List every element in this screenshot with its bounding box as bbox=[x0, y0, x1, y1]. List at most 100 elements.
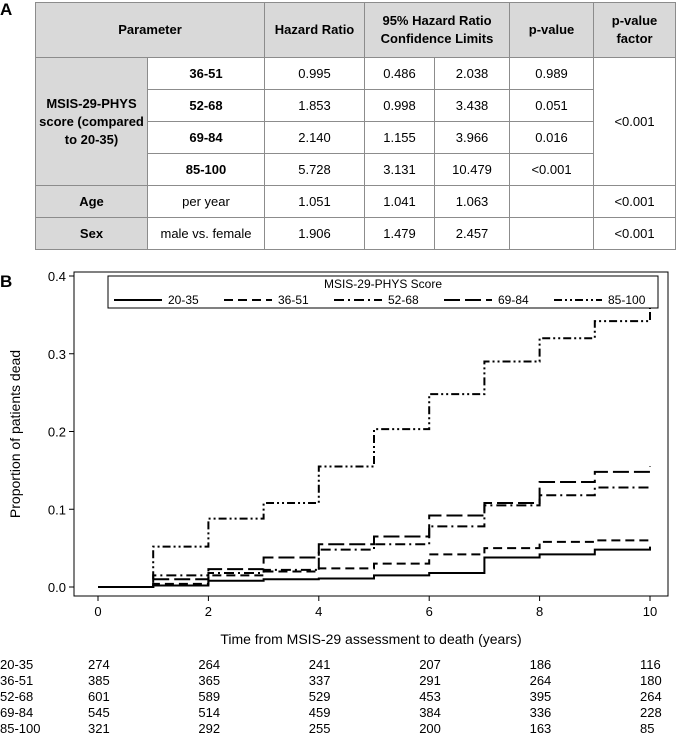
group-label: 52-68 bbox=[146, 89, 266, 122]
panel-b-label: B bbox=[0, 272, 13, 291]
ci-upper-value: 1.063 bbox=[434, 185, 511, 218]
risk-value: 545 bbox=[88, 705, 110, 720]
header-p-value-factor: p-value factor bbox=[593, 2, 677, 58]
risk-value: 291 bbox=[419, 673, 441, 688]
risk-value: 264 bbox=[640, 689, 662, 704]
x-tick-label: 6 bbox=[426, 604, 433, 619]
ci-upper-value: 2.038 bbox=[434, 57, 511, 90]
legend-entry-20-35: 20-35 bbox=[168, 293, 199, 307]
ci-upper-value: 10.479 bbox=[434, 153, 511, 186]
risk-group-label: 36-51 bbox=[0, 673, 34, 688]
risk-value: 385 bbox=[88, 673, 110, 688]
header-confidence-limits: 95% Hazard Ratio Confidence Limits bbox=[364, 2, 511, 58]
x-tick-label: 0 bbox=[94, 604, 101, 619]
age-unit: per year bbox=[146, 185, 266, 218]
ci-upper-value: 3.966 bbox=[434, 121, 511, 154]
risk-group-label: 52-68 bbox=[0, 689, 34, 704]
risk-value: 336 bbox=[529, 705, 552, 720]
risk-value: 514 bbox=[198, 705, 221, 720]
risk-group-label: 20-35 bbox=[0, 657, 34, 672]
y-tick-label: 0.1 bbox=[48, 502, 66, 517]
series-line-52-68 bbox=[98, 485, 651, 588]
risk-value: 264 bbox=[529, 673, 552, 688]
panel-a-label: A bbox=[0, 0, 13, 19]
risk-value: 200 bbox=[419, 721, 441, 736]
risk-value: 292 bbox=[198, 721, 221, 736]
x-tick-label: 4 bbox=[315, 604, 322, 619]
ci-upper-value: 2.457 bbox=[434, 217, 511, 250]
msis-factor-p-value: <0.001 bbox=[593, 57, 677, 186]
risk-value: 529 bbox=[308, 689, 331, 704]
number-at-risk-table: 20-35 274 264 241 207 186 116 36-51 385 365 337 291… bbox=[0, 652, 678, 738]
series-line-36-51 bbox=[98, 538, 651, 588]
risk-value: 241 bbox=[308, 657, 331, 672]
legend-box bbox=[107, 275, 659, 309]
factor-p-value: <0.001 bbox=[593, 217, 677, 250]
table-row: Age per year 1.051 1.041 1.063 <0.001 bbox=[35, 185, 677, 218]
p-value: 0.051 bbox=[509, 89, 595, 122]
y-tick-label: 0.3 bbox=[48, 347, 66, 362]
legend-entry-36-51: 36-51 bbox=[278, 293, 309, 307]
hazard-ratio-value: 1.906 bbox=[264, 217, 366, 250]
risk-value: 180 bbox=[640, 673, 662, 688]
sex-label: Sex bbox=[35, 217, 148, 250]
y-tick-label: 0.4 bbox=[48, 269, 66, 284]
risk-value: 321 bbox=[88, 721, 110, 736]
risk-value: 589 bbox=[198, 689, 221, 704]
risk-value: 163 bbox=[529, 721, 552, 736]
factor-p-value: <0.001 bbox=[593, 185, 677, 218]
risk-group-label: 69-84 bbox=[0, 705, 34, 720]
header-p-value: p-value bbox=[509, 2, 595, 58]
table-row: MSIS-29-PHYS score (compared to 20-35) 3… bbox=[35, 57, 677, 186]
risk-value: 384 bbox=[419, 705, 441, 720]
risk-value: 264 bbox=[198, 657, 221, 672]
risk-value: 116 bbox=[640, 657, 661, 672]
sex-unit: male vs. female bbox=[146, 217, 266, 250]
risk-value: 601 bbox=[88, 689, 110, 704]
table-row: 52-68 1.853 0.998 3.438 0.051 bbox=[36, 89, 676, 122]
hazard-ratio-value: 1.853 bbox=[264, 89, 366, 122]
hazard-ratio-value: 0.995 bbox=[264, 57, 366, 90]
hazard-ratio-value: 1.051 bbox=[264, 185, 366, 218]
legend-title: MSIS-29-PHYS Score bbox=[324, 277, 442, 291]
age-label: Age bbox=[35, 185, 148, 218]
y-tick-label: 0.2 bbox=[48, 425, 66, 440]
x-tick-label: 10 bbox=[643, 604, 657, 619]
hazard-ratio-table: Parameter Hazard Ratio 95% Hazard Ratio … bbox=[34, 2, 677, 250]
table-row: Sex male vs. female 1.906 1.479 2.457 <0… bbox=[35, 217, 677, 250]
hazard-ratio-value: 2.140 bbox=[264, 121, 366, 154]
p-value bbox=[509, 185, 595, 218]
legend-entry-85-100: 85-100 bbox=[608, 293, 646, 307]
cumulative-mortality-chart: 0.0 0.1 0.2 0.3 0.4 0 2 4 6 8 10 Time from MSIS-29 … bbox=[7, 269, 669, 647]
ci-lower-value: 3.131 bbox=[364, 153, 436, 186]
p-value bbox=[509, 217, 595, 250]
y-axis-label: Proportion of patients dead bbox=[7, 350, 23, 518]
ci-lower-value: 1.041 bbox=[364, 185, 436, 218]
risk-value: 337 bbox=[308, 673, 331, 688]
group-label: 36-51 bbox=[146, 57, 266, 90]
x-axis-label: Time from MSIS-29 assessment to death (y… bbox=[220, 631, 521, 647]
hazard-ratio-value: 5.728 bbox=[264, 153, 366, 186]
risk-value: 186 bbox=[529, 657, 552, 672]
header-hazard-ratio: Hazard Ratio bbox=[264, 2, 366, 58]
plot-frame bbox=[73, 271, 669, 597]
ci-lower-value: 0.998 bbox=[364, 89, 436, 122]
x-tick-label: 2 bbox=[205, 604, 212, 619]
ci-lower-value: 1.479 bbox=[364, 217, 436, 250]
group-label: 69-84 bbox=[146, 121, 266, 154]
p-value: <0.001 bbox=[509, 153, 595, 186]
risk-value: 255 bbox=[308, 721, 331, 736]
risk-value: 365 bbox=[198, 673, 221, 688]
risk-value: 85 bbox=[640, 721, 655, 736]
y-tick-label: 0.0 bbox=[48, 580, 66, 595]
legend-entry-52-68: 52-68 bbox=[388, 293, 419, 307]
risk-group-label: 85-100 bbox=[0, 721, 41, 736]
legend-entry-69-84: 69-84 bbox=[498, 293, 529, 307]
risk-value: 228 bbox=[640, 705, 662, 720]
p-value: 0.016 bbox=[509, 121, 595, 154]
msis-score-label: MSIS-29-PHYS score (compared to 20-35) bbox=[35, 57, 148, 186]
risk-value: 453 bbox=[419, 689, 441, 704]
group-label: 85-100 bbox=[146, 153, 266, 186]
table-header-row: Parameter Hazard Ratio 95% Hazard Ratio … bbox=[34, 2, 677, 58]
risk-value: 459 bbox=[308, 705, 331, 720]
